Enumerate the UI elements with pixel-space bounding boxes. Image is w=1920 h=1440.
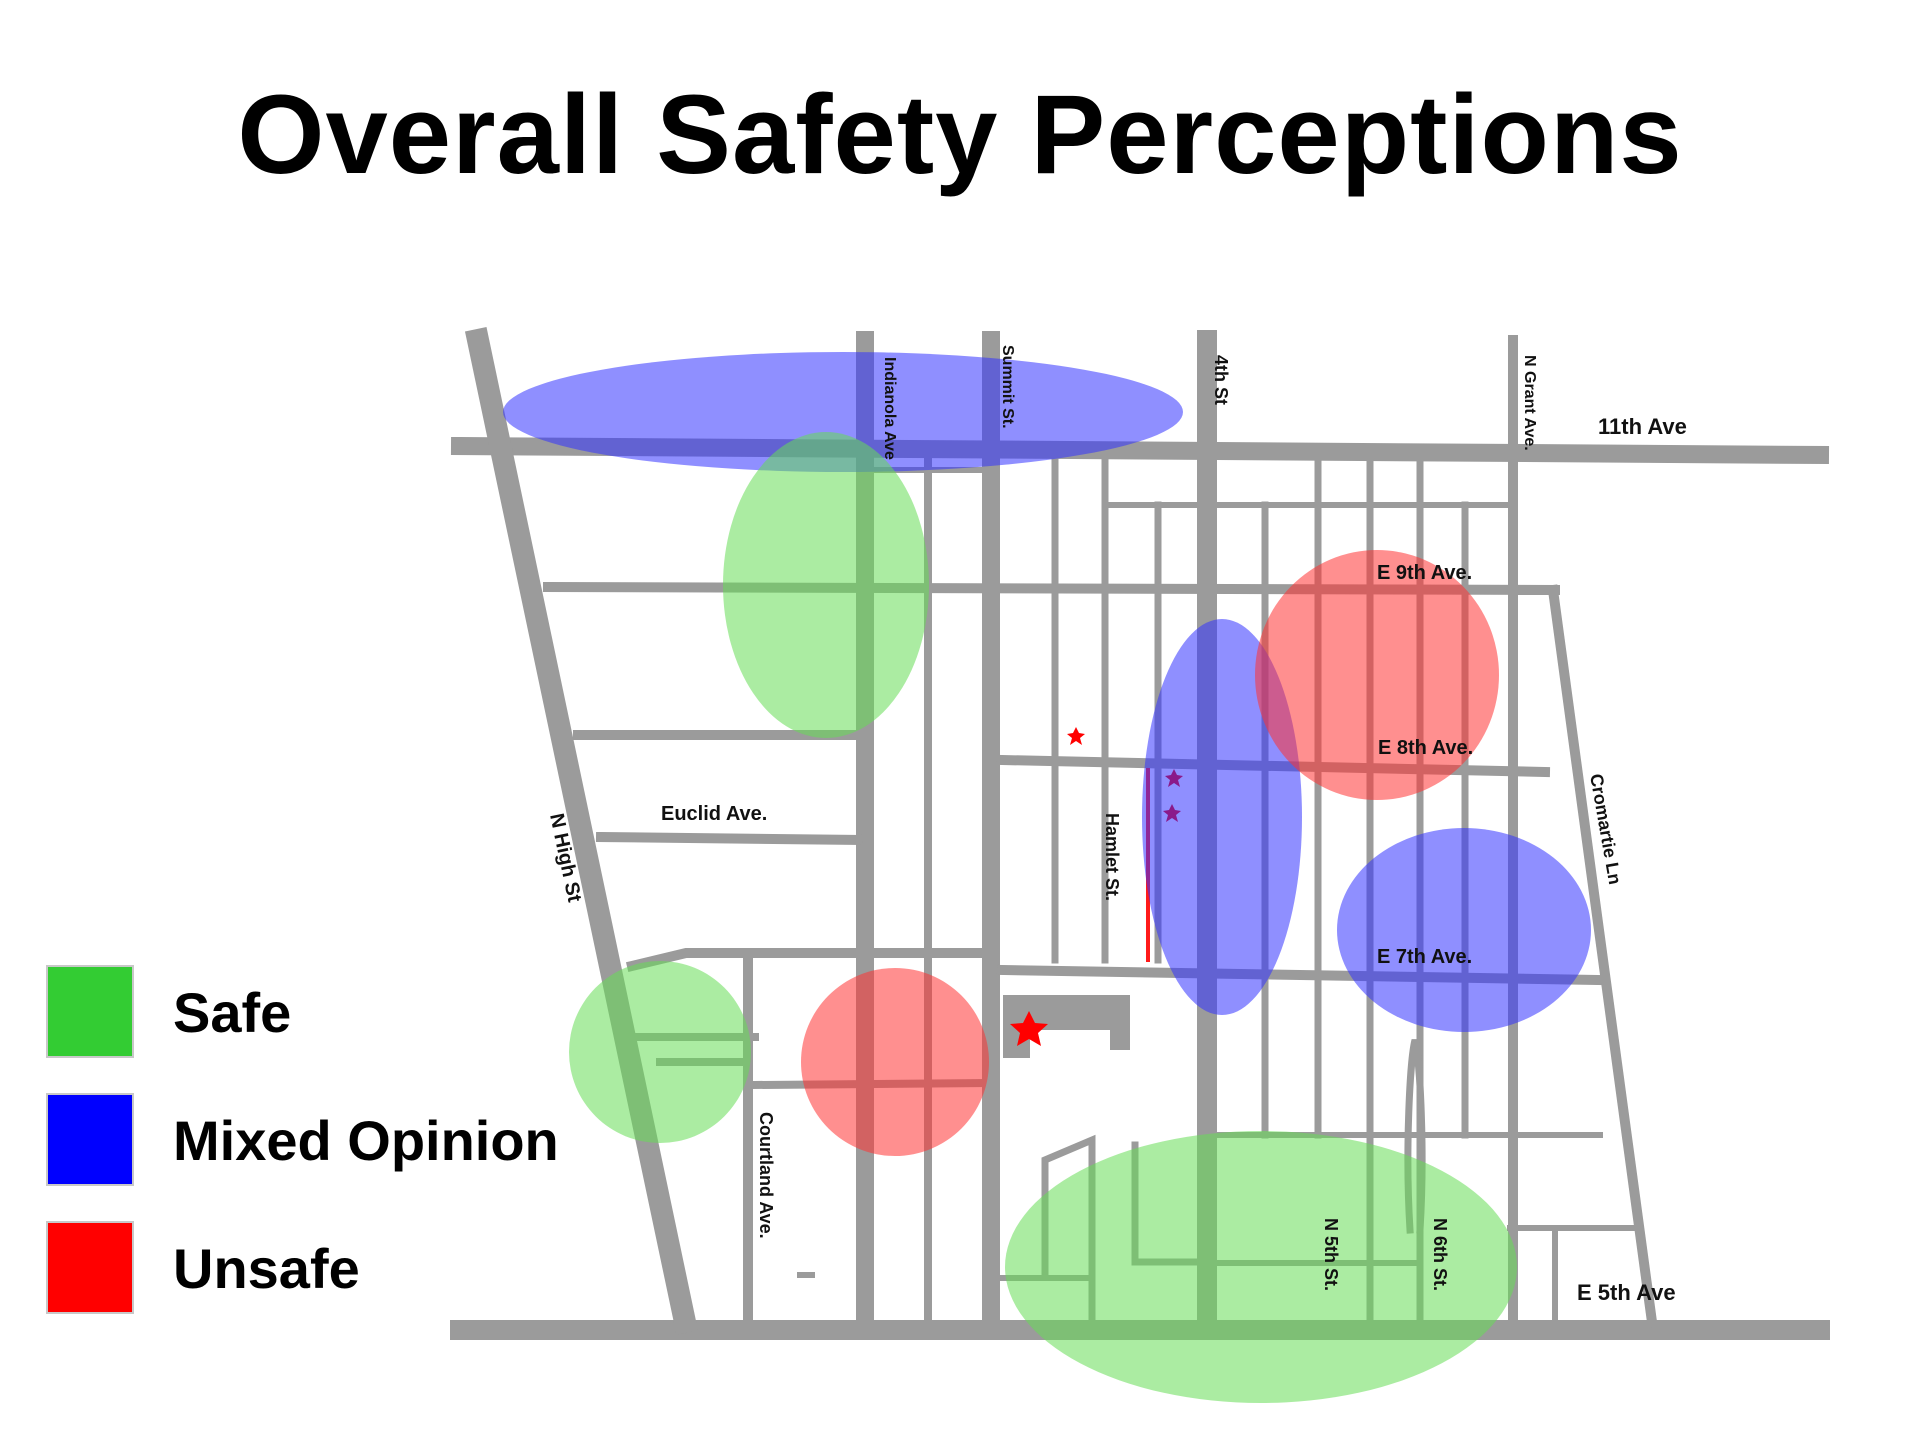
zone-mixed-hamlet-4th bbox=[1142, 619, 1302, 1015]
legend-swatch-unsafe bbox=[46, 1221, 134, 1314]
legend-item-unsafe: Unsafe bbox=[46, 1221, 606, 1316]
legend-swatch-mixed bbox=[46, 1093, 134, 1186]
legend-label-unsafe: Unsafe bbox=[173, 1237, 360, 1300]
label-e8th-ave: E 8th Ave. bbox=[1378, 737, 1473, 759]
label-summit-st: Summit St. bbox=[999, 345, 1016, 429]
legend-item-safe: Safe bbox=[46, 965, 606, 1060]
zone-safe-indianola bbox=[723, 432, 929, 738]
star-marker-small bbox=[1067, 727, 1085, 745]
perception-zones bbox=[503, 352, 1591, 1403]
road-n-high bbox=[464, 326, 699, 1336]
school-building bbox=[1003, 995, 1130, 1058]
road-euclid bbox=[595, 831, 864, 846]
label-11th-ave: 11th Ave bbox=[1598, 414, 1687, 439]
label-indianola-ave: Indianola Ave bbox=[881, 357, 898, 460]
label-4th-st: 4th St bbox=[1211, 355, 1231, 405]
legend-item-mixed: Mixed Opinion bbox=[46, 1093, 606, 1188]
legend-swatch-safe bbox=[46, 965, 134, 1058]
label-n6th-st: N 6th St. bbox=[1430, 1218, 1450, 1291]
label-e7th-ave: E 7th Ave. bbox=[1377, 946, 1472, 968]
road-courtland-loop bbox=[625, 948, 991, 973]
legend: Safe Mixed Opinion Unsafe bbox=[46, 965, 606, 1315]
zone-mixed-e7th bbox=[1337, 828, 1591, 1032]
road-cromartie bbox=[1547, 584, 1658, 1328]
label-e9th-ave: E 9th Ave. bbox=[1377, 562, 1472, 584]
star-marker-purple-1 bbox=[1165, 769, 1183, 787]
road-n6th-loop bbox=[1404, 1039, 1426, 1234]
label-n-grant-ave: N Grant Ave. bbox=[1521, 355, 1538, 451]
star-marker-large bbox=[1010, 1011, 1048, 1046]
label-euclid-ave: Euclid Ave. bbox=[661, 803, 767, 825]
legend-label-mixed: Mixed Opinion bbox=[173, 1109, 559, 1172]
legend-label-safe: Safe bbox=[173, 981, 292, 1044]
label-courtland-ave: Courtland Ave. bbox=[756, 1112, 776, 1239]
map-title: Overall Safety Perceptions bbox=[237, 72, 1683, 197]
zone-unsafe-e9th bbox=[1255, 550, 1499, 800]
zone-unsafe-courtland bbox=[801, 968, 989, 1156]
star-marker-purple-2 bbox=[1163, 804, 1181, 822]
incident-markers bbox=[1010, 727, 1183, 1046]
label-hamlet-st: Hamlet St. bbox=[1102, 813, 1122, 901]
label-e5th-ave: E 5th Ave bbox=[1577, 1280, 1676, 1305]
zone-safe-south bbox=[1005, 1131, 1517, 1403]
label-n5th-st: N 5th St. bbox=[1321, 1218, 1341, 1291]
zone-mixed-11th-ave bbox=[503, 352, 1183, 472]
zone-safe-n-high bbox=[569, 961, 751, 1143]
